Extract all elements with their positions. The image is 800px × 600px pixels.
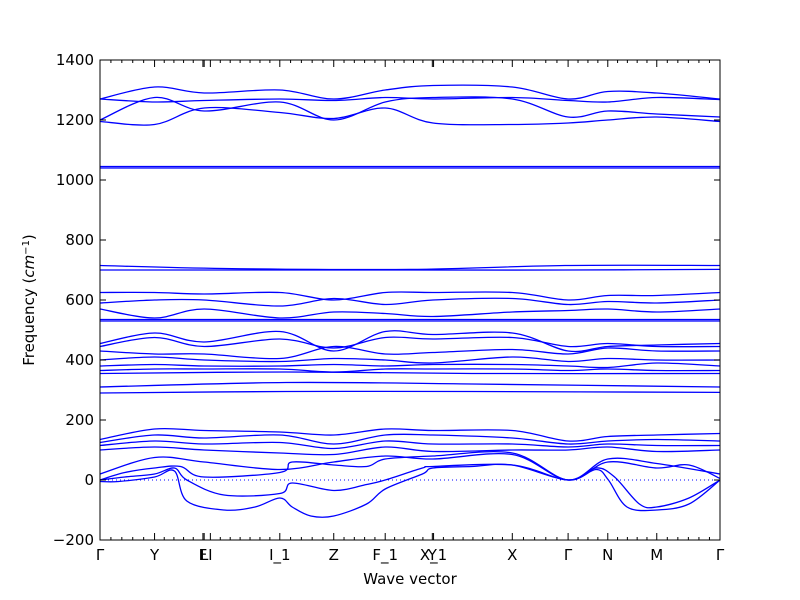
band-line-11: [100, 308, 720, 319]
y-axis-label-close: ): [20, 234, 38, 240]
x-tick-label: F_1: [372, 546, 398, 565]
y-axis-label-unit: cm: [20, 255, 38, 278]
band-line-9: [100, 291, 720, 301]
band-line-16: [100, 345, 720, 360]
band-line-24: [100, 433, 720, 445]
x-tick-label: Γ: [716, 546, 725, 564]
y-tick-label: 1200: [56, 111, 94, 129]
band-line-26: [100, 446, 720, 456]
bands-layer: [100, 84, 720, 518]
y-tick-label: 200: [65, 411, 94, 429]
band-line-29: [100, 463, 720, 509]
band-line-3: [100, 96, 720, 121]
y-tick-label: 400: [65, 351, 94, 369]
x-tick-label: L: [200, 546, 209, 564]
x-tick-label: I_1: [269, 546, 290, 565]
band-line-19: [100, 368, 720, 373]
y-tick-label: −200: [53, 531, 94, 549]
band-line-18: [100, 362, 720, 369]
band-line-1: [100, 84, 720, 100]
x-ticks-layer: Γ Y FL I I_1 Z F_1 YX_1 X Γ N M Γ: [96, 60, 725, 565]
x-tick-label: N: [602, 546, 613, 564]
band-line-8: [100, 268, 720, 271]
band-line-21: [100, 381, 720, 388]
x-tick-label: M: [650, 546, 663, 564]
band-line-23: [100, 427, 720, 442]
y-axis-label: Frequency (cm−1): [20, 234, 38, 366]
band-line-22: [100, 390, 720, 394]
band-line-4: [100, 106, 720, 126]
band-line-17: [100, 356, 720, 364]
y-tick-label: 1000: [56, 171, 94, 189]
x-tick-label: X: [507, 546, 517, 564]
x-tick-label: Y: [427, 546, 438, 564]
x-tick-label: Z: [329, 546, 339, 564]
x-tick-label: F: [199, 546, 208, 564]
band-line-30: [100, 463, 720, 518]
band-line-25: [100, 440, 720, 450]
y-tick-label: 0: [84, 471, 94, 489]
y-tick-label: 600: [65, 291, 94, 309]
band-line-28: [100, 451, 720, 481]
band-line-10: [100, 297, 720, 307]
y-axis-label-exponent: −1: [21, 240, 32, 255]
x-axis-label: Wave vector: [363, 570, 457, 588]
y-tick-label: 1400: [56, 51, 94, 69]
x-tick-label: Γ: [96, 546, 105, 564]
plot-frame: [99, 59, 721, 541]
band-line-27: [100, 452, 720, 481]
x-tick-label: X_1: [420, 546, 447, 565]
band-line-20: [100, 371, 720, 375]
x-tick-label: I: [208, 546, 212, 564]
x-tick-label: Γ: [564, 546, 573, 564]
y-axis-label-text: Frequency (: [20, 278, 38, 366]
band-line-14: [100, 330, 720, 353]
band-line-15: [100, 336, 720, 349]
x-tick-label: Y: [149, 546, 160, 564]
y-tick-label: 800: [65, 231, 94, 249]
y-ticks-layer: −200 0 200 400 600 800 1000 1200 1400: [53, 51, 720, 549]
